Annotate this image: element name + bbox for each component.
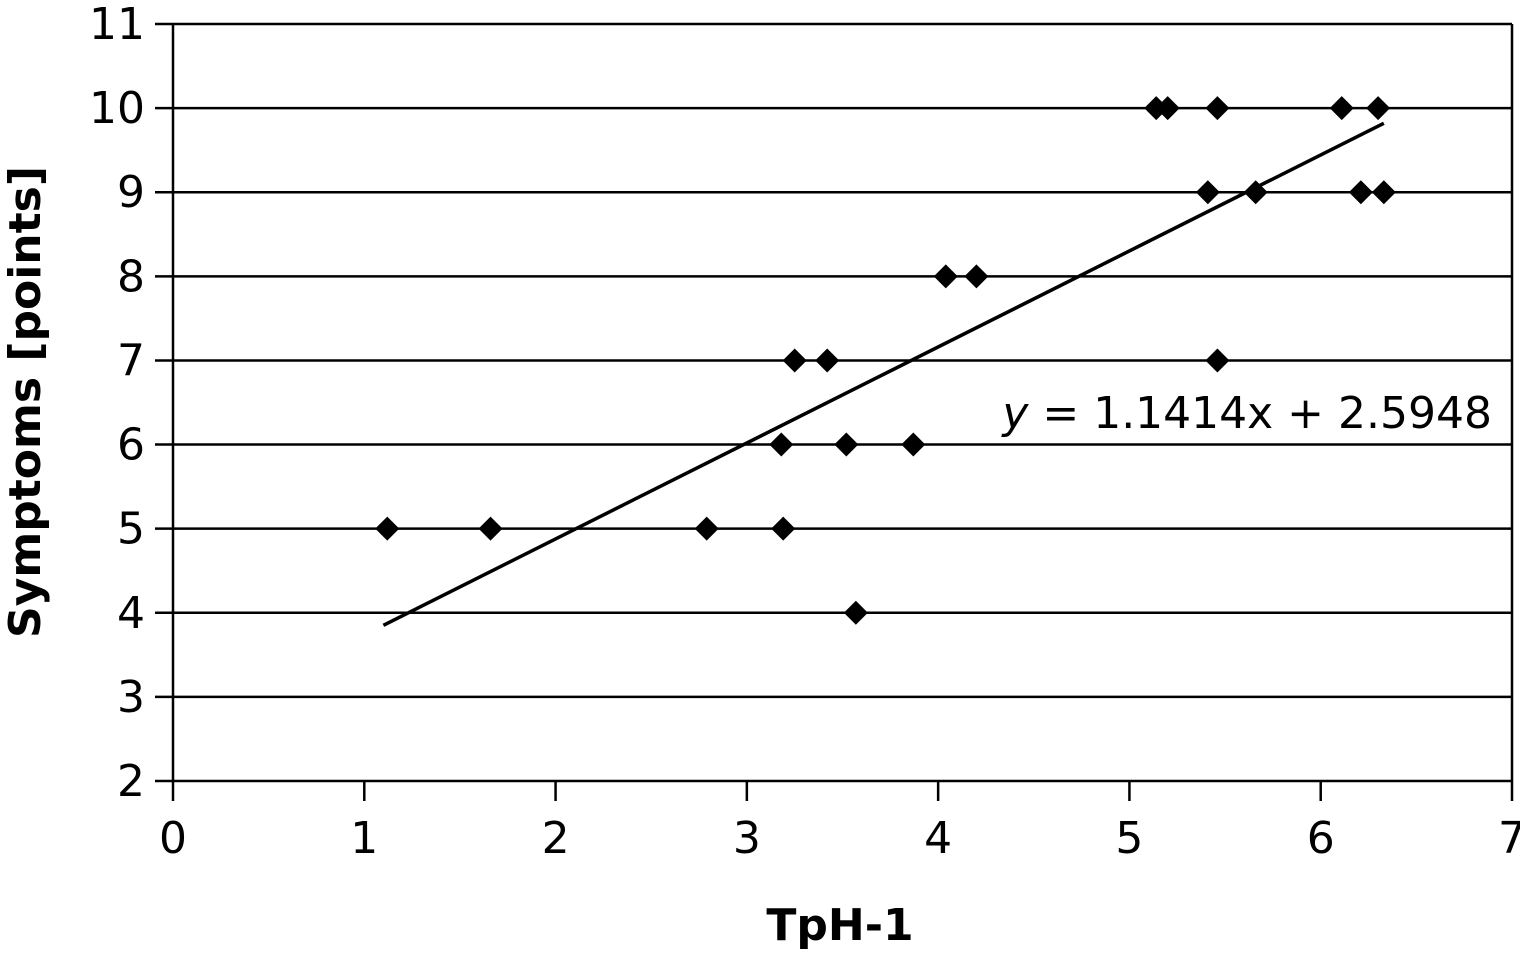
trendline: [382, 121, 1385, 627]
data-point-3: [694, 516, 719, 541]
x-tick-label-0: 0: [159, 813, 187, 864]
data-points: [375, 96, 1396, 625]
data-point-14: [1195, 180, 1220, 205]
y-tick-label-9: 9: [117, 167, 145, 218]
data-point-13: [964, 264, 989, 289]
x-tick-label-5: 5: [1115, 813, 1143, 864]
data-point-19: [1155, 96, 1180, 121]
y-tick-label-7: 7: [117, 335, 145, 386]
data-point-15: [1243, 180, 1268, 205]
data-point-5: [843, 600, 868, 625]
x-tick-label-1: 1: [350, 813, 378, 864]
data-point-6: [769, 432, 794, 457]
gridlines: [173, 22, 1512, 699]
equation-y: y: [1000, 388, 1029, 439]
data-point-21: [1329, 96, 1354, 121]
y-tick-label-6: 6: [117, 420, 145, 471]
y-tick-label-10: 10: [89, 83, 145, 134]
y-tick-label-5: 5: [117, 504, 145, 555]
tick-labels: 2 3 4 5 6 7 8 9 10 11 0 1 2 3 4 5 6 7: [89, 0, 1520, 864]
y-axis-title: Symptoms [points]: [0, 166, 51, 638]
data-point-12: [933, 264, 958, 289]
data-point-8: [901, 432, 926, 457]
y-tick-label-2: 2: [117, 756, 145, 807]
data-point-10: [815, 348, 840, 373]
y-tick-label-4: 4: [117, 588, 145, 639]
data-point-17: [1371, 180, 1396, 205]
data-point-7: [834, 432, 859, 457]
x-tick-label-2: 2: [542, 813, 570, 864]
x-axis-title: TpH-1: [766, 900, 913, 951]
y-tick-label-8: 8: [117, 251, 145, 302]
data-point-20: [1205, 96, 1230, 121]
x-tick-label-7: 7: [1498, 813, 1520, 864]
trendline-group: [382, 121, 1385, 627]
y-tick-label-3: 3: [117, 672, 145, 723]
data-point-9: [782, 348, 807, 373]
data-point-1: [375, 516, 400, 541]
y-tick-label-11: 11: [89, 0, 145, 50]
equation-rest: = 1.1414x + 2.5948: [1028, 388, 1492, 439]
x-tick-label-4: 4: [924, 813, 952, 864]
data-point-11: [1205, 348, 1230, 373]
x-tick-label-3: 3: [733, 813, 761, 864]
trendline-equation: y = 1.1414x + 2.5948: [1000, 388, 1492, 439]
x-tick-label-6: 6: [1307, 813, 1335, 864]
data-point-16: [1348, 180, 1373, 205]
data-point-22: [1366, 96, 1391, 121]
axes: [155, 22, 1514, 801]
data-point-2: [478, 516, 503, 541]
data-point-4: [771, 516, 796, 541]
